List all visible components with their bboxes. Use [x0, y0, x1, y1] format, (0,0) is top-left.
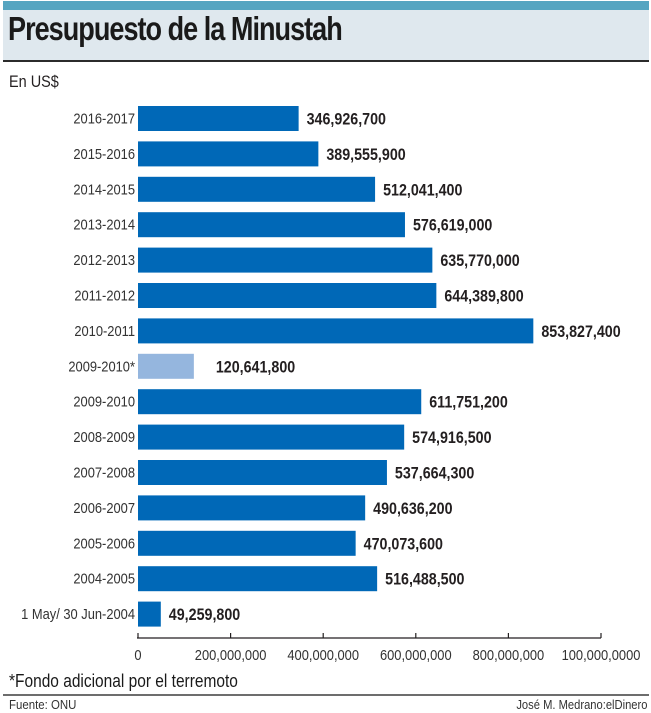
value-label: 537,664,300 [395, 464, 475, 482]
value-label: 389,555,900 [326, 146, 406, 164]
bar-9 [138, 424, 405, 450]
source-label: Fuente: ONU [9, 697, 77, 712]
value-label: 574,916,500 [412, 429, 492, 447]
header-accent-band [3, 1, 649, 10]
footer-divider [3, 694, 649, 696]
category-label: 2007-2008 [73, 464, 135, 481]
bar-7 [138, 353, 194, 379]
category-label: 2013-2014 [73, 216, 135, 233]
title-box [3, 10, 649, 60]
footnote: *Fondo adicional por el terremoto [9, 671, 238, 691]
bar-10 [138, 460, 387, 485]
category-label: 2008-2009 [73, 428, 135, 445]
x-tick-label: 400,000,000 [287, 646, 359, 663]
bar-11 [138, 495, 366, 521]
category-label: 1 May/ 30 Jun-2004 [21, 605, 135, 622]
bar-6 [138, 318, 534, 344]
bar-2 [138, 176, 376, 202]
bars-group: 2016-2017 346,926,700 2015-2016 389,555,900… [21, 106, 621, 627]
bar-13 [138, 566, 378, 592]
x-tick-label: 600,000,000 [380, 646, 452, 663]
category-label: 2009-2010* [68, 357, 135, 374]
category-label: 2015-2016 [73, 145, 135, 162]
value-label: 853,827,400 [541, 323, 621, 341]
category-label: 2014-2015 [73, 180, 135, 197]
x-tick-label: 100,000,0000 [562, 646, 641, 663]
bar-1 [138, 141, 319, 167]
category-label: 2016-2017 [73, 110, 135, 127]
category-label: 2010-2011 [74, 322, 135, 339]
title-divider [3, 60, 649, 62]
x-tick-label: 800,000,000 [473, 646, 545, 663]
credit-label: José M. Medrano:elDinero [515, 697, 647, 712]
value-label: 49,259,800 [169, 606, 241, 624]
value-label: 512,041,400 [383, 181, 463, 199]
category-label: 2005-2006 [73, 534, 135, 551]
value-label: 490,636,200 [373, 500, 453, 518]
value-label: 576,619,000 [413, 217, 493, 235]
bar-5 [138, 283, 437, 308]
chart-title: Presupuesto de la Minustah [8, 10, 343, 47]
bar-8 [138, 389, 422, 415]
category-label: 2006-2007 [73, 499, 135, 516]
bar-14 [138, 601, 161, 627]
value-label: 516,488,500 [385, 571, 465, 589]
bar-12 [138, 530, 356, 556]
category-label: 2011-2012 [74, 287, 135, 304]
category-label: 2009-2010 [73, 393, 135, 410]
bar-0 [138, 106, 299, 131]
category-label: 2012-2013 [73, 251, 135, 268]
category-label: 2004-2005 [73, 570, 135, 587]
value-label: 644,389,800 [444, 287, 524, 305]
x-tick-label: 0 [134, 646, 141, 663]
value-label: 346,926,700 [307, 110, 387, 128]
x-tick-label: 200,000,000 [195, 646, 267, 663]
x-axis: 0 200,000,000 400,000,000 600,000,000 800,00… [134, 633, 641, 663]
value-label: 120,641,800 [216, 358, 296, 376]
value-label: 635,770,000 [440, 252, 520, 270]
value-label: 611,751,200 [429, 394, 508, 412]
unit-label: En US$ [9, 72, 59, 91]
bar-4 [138, 247, 433, 273]
bar-3 [138, 212, 405, 238]
value-label: 470,073,600 [364, 535, 444, 553]
